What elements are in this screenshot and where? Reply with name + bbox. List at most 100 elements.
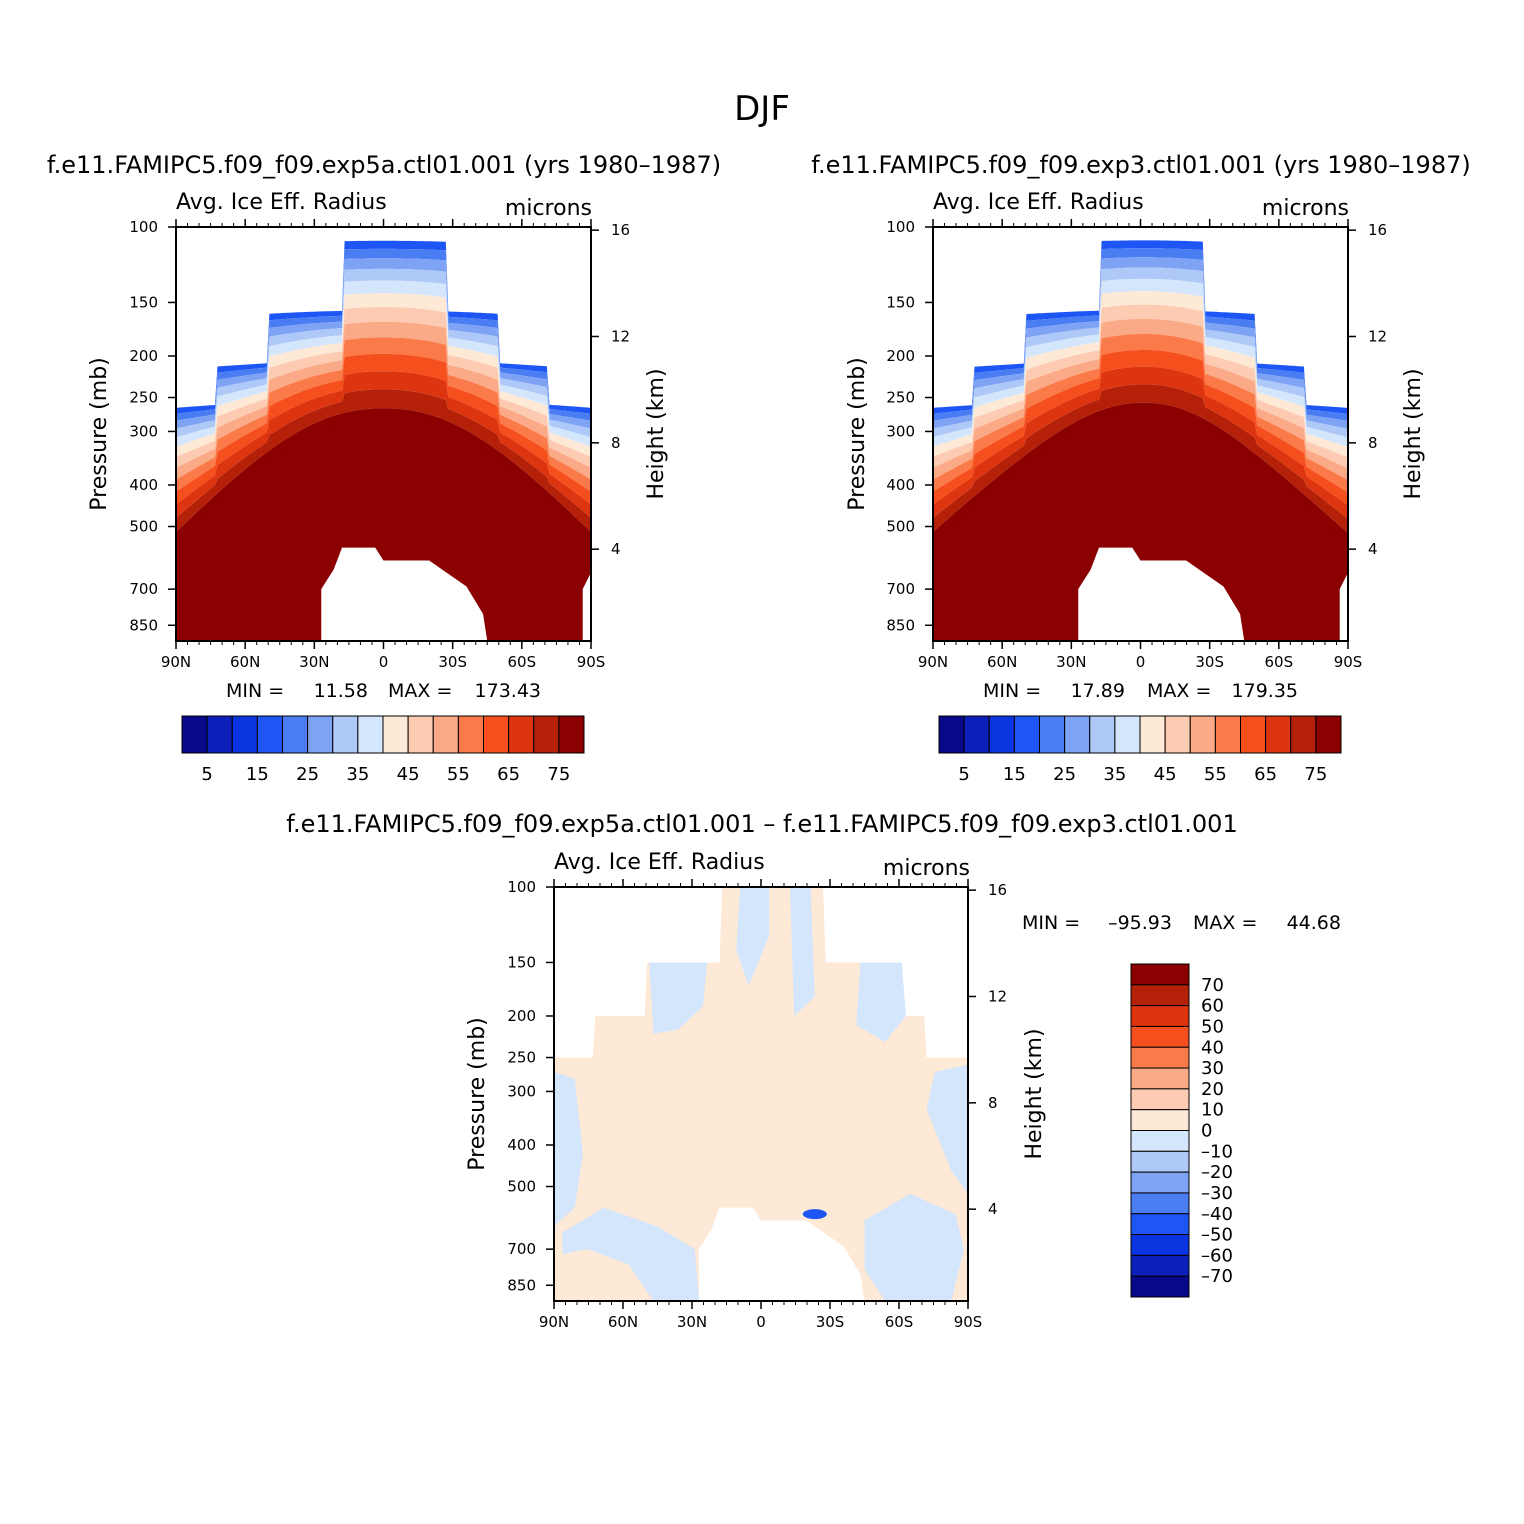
x-tick-label: 30S	[816, 1313, 845, 1331]
left-min-label: MIN =	[226, 680, 284, 702]
right-min-value: 17.89	[1071, 680, 1125, 702]
colorbar-box	[558, 715, 585, 754]
contour-band	[933, 366, 1348, 519]
contour-band	[176, 268, 591, 438]
y-tick-label: 200	[129, 347, 158, 365]
y-right-tick-label: 16	[611, 221, 630, 239]
colorbar-box	[1130, 1046, 1190, 1069]
diff-min-label: MIN =	[1022, 912, 1080, 934]
colorbar-label: –10	[1201, 1141, 1233, 1162]
diff-panel: Avg. Ice Eff. Radius microns 90N 60N 30N 0 3…	[465, 850, 1341, 1331]
contour-band-max	[176, 417, 591, 641]
contour-band	[933, 267, 1348, 438]
y-tick-label: 150	[886, 293, 915, 311]
colorbar-box	[332, 715, 359, 754]
y-right-tick-label: 12	[611, 327, 630, 345]
colorbar-label: 60	[1201, 996, 1224, 1017]
colorbar-label: 35	[346, 764, 369, 785]
colorbar-box	[1214, 715, 1241, 754]
missing-region	[698, 1207, 865, 1301]
x-tick-label: 30N	[299, 653, 329, 671]
colorbar-label: 45	[397, 764, 420, 785]
diff-band-neg10-0	[790, 887, 815, 1016]
colorbar-box	[1130, 984, 1190, 1007]
colorbar-box	[206, 715, 233, 754]
colorbar-label: 25	[296, 764, 319, 785]
y-tick-label: 700	[507, 1240, 536, 1258]
right-ylabel-right: Height (km)	[1401, 368, 1426, 499]
y-tick-label: 100	[886, 218, 915, 236]
x-tick-label: 60S	[508, 653, 537, 671]
diff-ylabel: Pressure (mb)	[465, 1017, 490, 1171]
colorbar-label: 30	[1201, 1058, 1224, 1079]
diff-units-label: microns	[883, 856, 970, 881]
colorbar-label: –60	[1201, 1245, 1233, 1266]
colorbar-box	[1130, 1254, 1190, 1277]
left-variable-label: Avg. Ice Eff. Radius	[176, 190, 387, 215]
y-right-tick-label: 12	[988, 987, 1007, 1005]
colorbar-box	[1114, 715, 1141, 754]
colorbar-box	[1130, 1109, 1190, 1131]
colorbar-box	[1130, 963, 1190, 986]
left-panel: Avg. Ice Eff. Radius microns 90N 60N 30N 0 3…	[87, 190, 669, 785]
colorbar-box	[1130, 1025, 1190, 1048]
colorbar-box	[1130, 1130, 1190, 1152]
contour-band	[176, 371, 591, 518]
x-tick-label: 60S	[885, 1313, 914, 1331]
diff-variable-label: Avg. Ice Eff. Radius	[554, 850, 765, 875]
y-tick-label: 100	[507, 878, 536, 896]
colorbar-label: 0	[1201, 1121, 1212, 1142]
colorbar-box	[1089, 715, 1116, 754]
colorbar-box	[256, 715, 283, 754]
diff-band-neg10-0	[562, 1207, 699, 1301]
diff-band-neg10-0	[864, 1193, 964, 1301]
colorbar-box	[1240, 715, 1267, 754]
colorbar-box	[1130, 1275, 1190, 1298]
left-axes: 90N 60N 30N 0 30S 60S 90S 100 150 200 250 300 400 500…	[129, 218, 630, 671]
colorbar-label: 15	[246, 764, 269, 785]
diff-band-neg10-0	[554, 1071, 583, 1227]
colorbar-box	[1130, 1192, 1190, 1215]
diff-band-neg10-0	[736, 887, 770, 986]
y-tick-label: 250	[886, 389, 915, 407]
colorbar-box	[1013, 715, 1040, 754]
y-tick-label: 400	[886, 476, 915, 494]
y-tick-label: 150	[129, 293, 158, 311]
colorbar-label: –30	[1201, 1183, 1233, 1204]
right-panel-title: f.e11.FAMIPC5.f09_f09.exp3.ctl01.001 (yr…	[811, 151, 1470, 179]
missing-region	[1339, 572, 1348, 641]
contour-band	[176, 353, 591, 505]
y-tick-label: 500	[886, 518, 915, 536]
colorbar-label: –50	[1201, 1225, 1233, 1246]
colorbar-box	[1130, 1171, 1190, 1194]
x-tick-label: 90S	[577, 653, 606, 671]
left-min-value: 11.58	[314, 680, 368, 702]
contour-band	[933, 384, 1348, 534]
y-right-tick-label: 4	[611, 540, 621, 558]
x-tick-label: 90N	[161, 653, 191, 671]
colorbar-box	[963, 715, 990, 754]
y-tick-label: 300	[886, 422, 915, 440]
y-tick-label: 700	[886, 580, 915, 598]
colorbar-box	[307, 715, 334, 754]
right-min-label: MIN =	[983, 680, 1041, 702]
y-tick-label: 700	[129, 580, 158, 598]
y-tick-label: 150	[507, 953, 536, 971]
y-tick-label: 200	[507, 1007, 536, 1025]
diff-plot-area	[554, 887, 968, 1301]
contour-band	[933, 291, 1348, 458]
x-tick-label: 90N	[918, 653, 948, 671]
colorbar-box	[1315, 715, 1342, 754]
missing-region	[582, 572, 591, 641]
diff-ylabel-right: Height (km)	[1022, 1028, 1047, 1159]
colorbar-label: 65	[497, 764, 520, 785]
colorbar-box	[483, 715, 510, 754]
left-colorbar: 5 15 25 35 45 55 65 75	[181, 715, 585, 785]
colorbar-box	[1130, 1088, 1190, 1111]
right-colorbar: 5 15 25 35 45 55 65 75	[938, 715, 1342, 785]
colorbar-label: 75	[547, 764, 570, 785]
colorbar-box	[282, 715, 309, 754]
x-tick-label: 30N	[677, 1313, 707, 1331]
colorbar-label: –40	[1201, 1204, 1233, 1225]
